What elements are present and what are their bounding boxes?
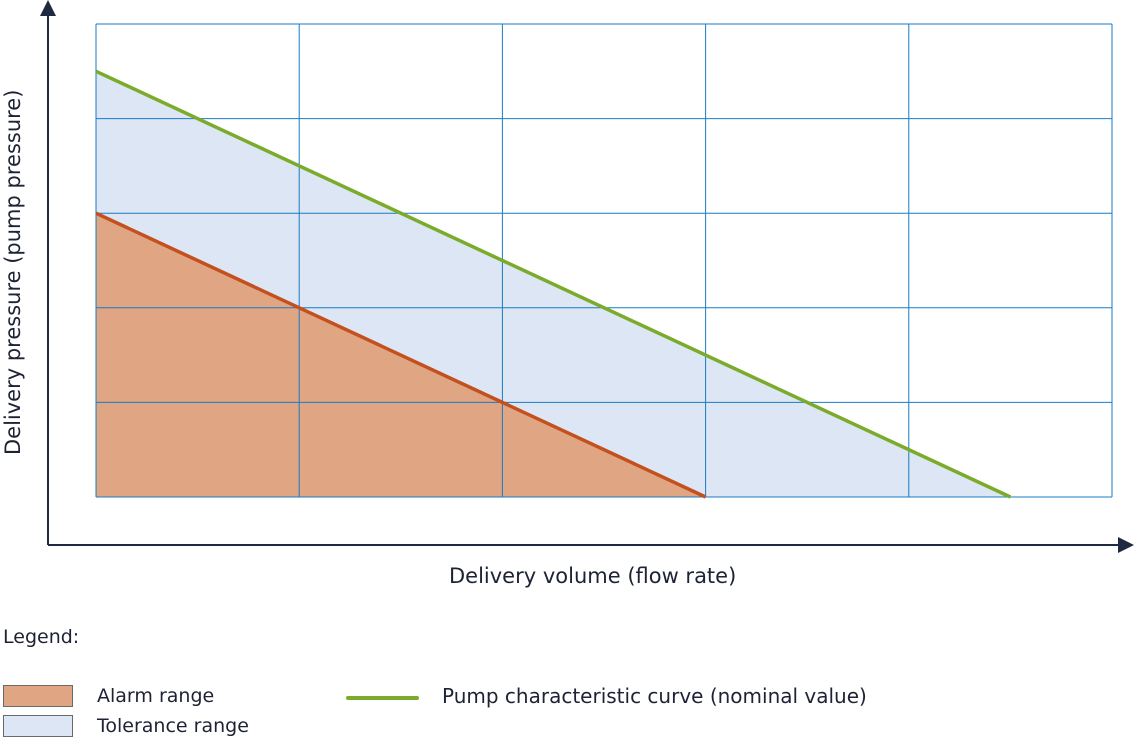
legend-label-curve: Pump characteristic curve (nominal value… [442,684,867,708]
alarm-range-edge [95,211,707,499]
legend-swatch-alarm [3,685,73,707]
x-axis-label: Delivery volume (flow rate) [449,564,737,588]
legend-label-tolerance: Tolerance range [97,715,249,737]
legend-label-alarm: Alarm range [97,685,215,707]
pump-curve-line [95,69,1012,499]
x-axis-arrow-icon [1118,537,1134,553]
legend-swatch-curve [346,696,419,700]
legend-title: Legend: [3,626,80,648]
y-axis-arrow-icon [40,0,56,16]
y-axis-label: Delivery pressure (pump pressure) [1,89,25,455]
legend-swatch-tolerance [3,715,73,737]
